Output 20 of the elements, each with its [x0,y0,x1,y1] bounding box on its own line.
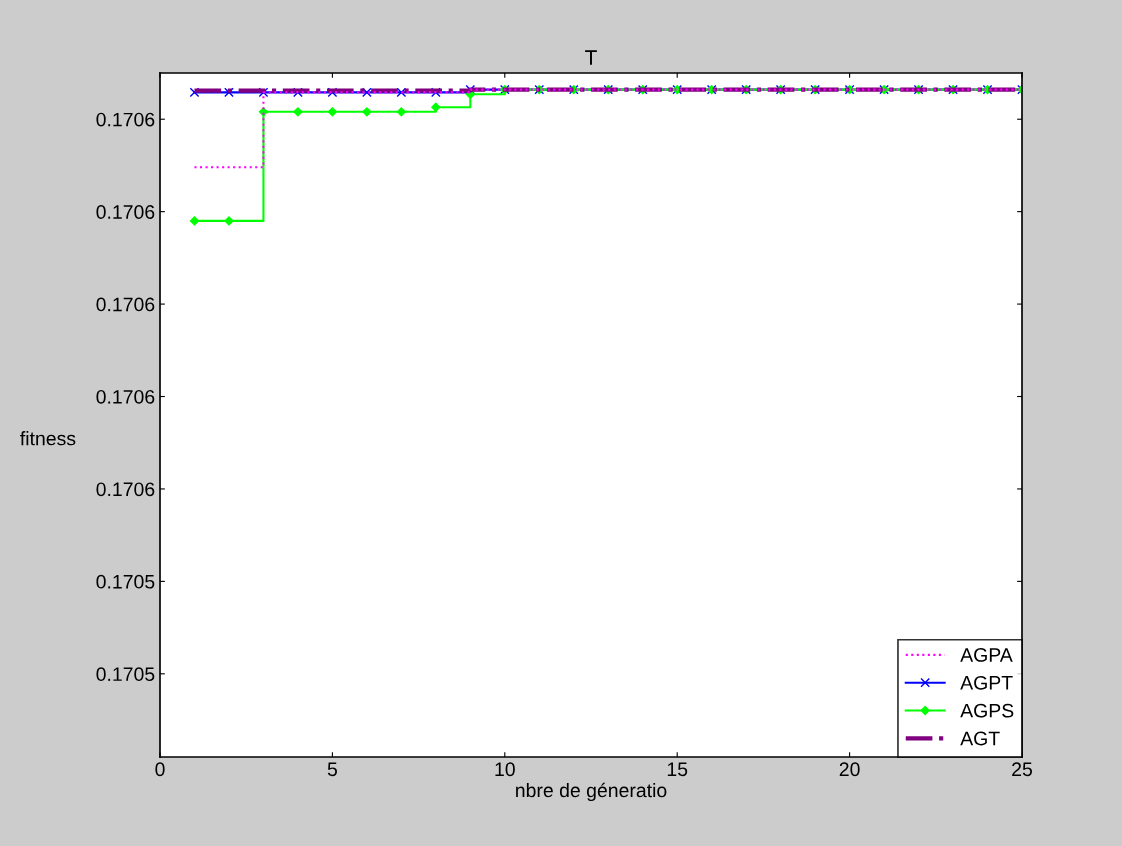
legend-label: AGT [960,731,1000,746]
x-tick-label: 10 [495,762,515,777]
legend-label: AGPT [960,675,1013,690]
y-tick-label: 0.1706 [96,389,155,404]
y-tick-label: 0.1706 [96,205,155,219]
legend-label: AGPS [960,703,1014,718]
legend-label: AGPA [960,648,1013,662]
y-tick-label: 0.1705 [96,574,155,589]
y-tick-label: 0.1706 [96,297,155,312]
x-axis-title: nbre de géneratio [516,782,667,802]
x-tick-label: 20 [839,762,860,777]
y-tick-label: 0.1705 [96,667,155,682]
y-tick-label: 0.1706 [96,482,155,497]
y-tick-label: 0.1706 [96,112,155,127]
x-tick-label: 25 [1012,762,1032,777]
x-tick-label: 0 [155,762,165,777]
y-axis-title: fitness [20,431,76,446]
chart-title: T [585,50,597,65]
x-tick-label: 15 [667,762,688,777]
x-tick-label: 5 [327,762,337,777]
